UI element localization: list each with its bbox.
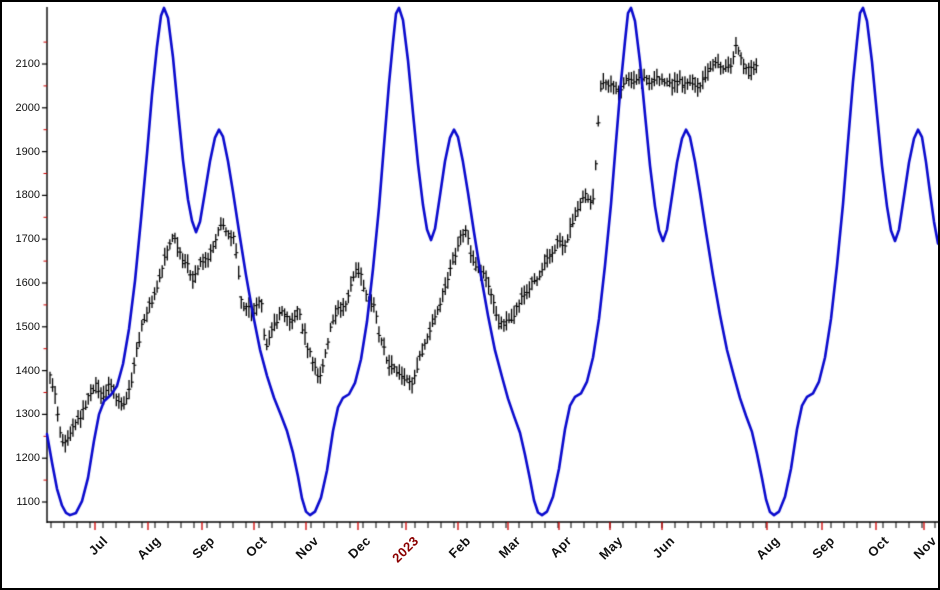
y-tick-label: 1700 [15, 233, 40, 246]
y-tick-label: 1400 [15, 364, 40, 377]
y-tick-label: 2000 [15, 101, 40, 114]
y-tick-label: 1500 [15, 320, 40, 333]
y-tick-label: 1200 [15, 452, 40, 465]
y-tick-label: 1600 [15, 277, 40, 289]
y-tick-label: 1300 [15, 408, 40, 421]
y-tick-label: 1100 [16, 496, 40, 508]
y-tick-label: 2100 [15, 58, 40, 70]
y-tick-label: 1800 [15, 189, 40, 202]
y-tick-label: 1900 [15, 145, 40, 158]
